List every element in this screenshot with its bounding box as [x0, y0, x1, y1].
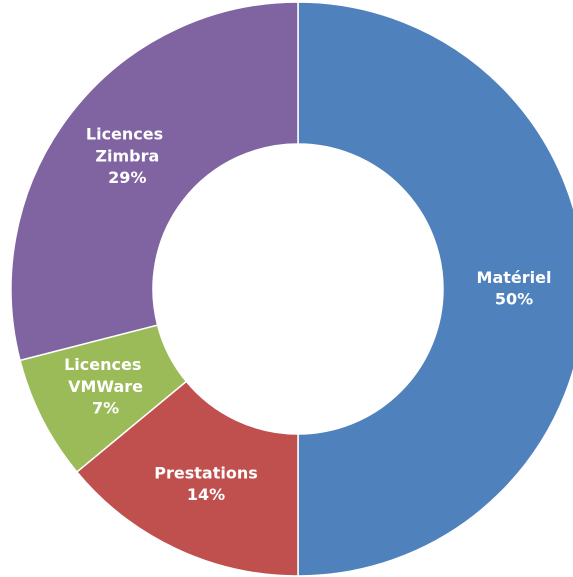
slice-value-label: 14% [187, 485, 225, 504]
slice-label: Prestations [154, 463, 257, 482]
slice-label: Licences Zimbra [86, 124, 169, 165]
donut-slice [297, 1, 573, 577]
slice-value-label: 7% [92, 399, 119, 418]
donut-slice [75, 380, 299, 577]
slice-value-label: 50% [495, 290, 533, 309]
slice-label: Licences VMWare [64, 355, 147, 396]
slice-label: Matériel [477, 268, 552, 287]
slice-value-label: 29% [108, 168, 146, 187]
donut-slice [10, 1, 299, 362]
